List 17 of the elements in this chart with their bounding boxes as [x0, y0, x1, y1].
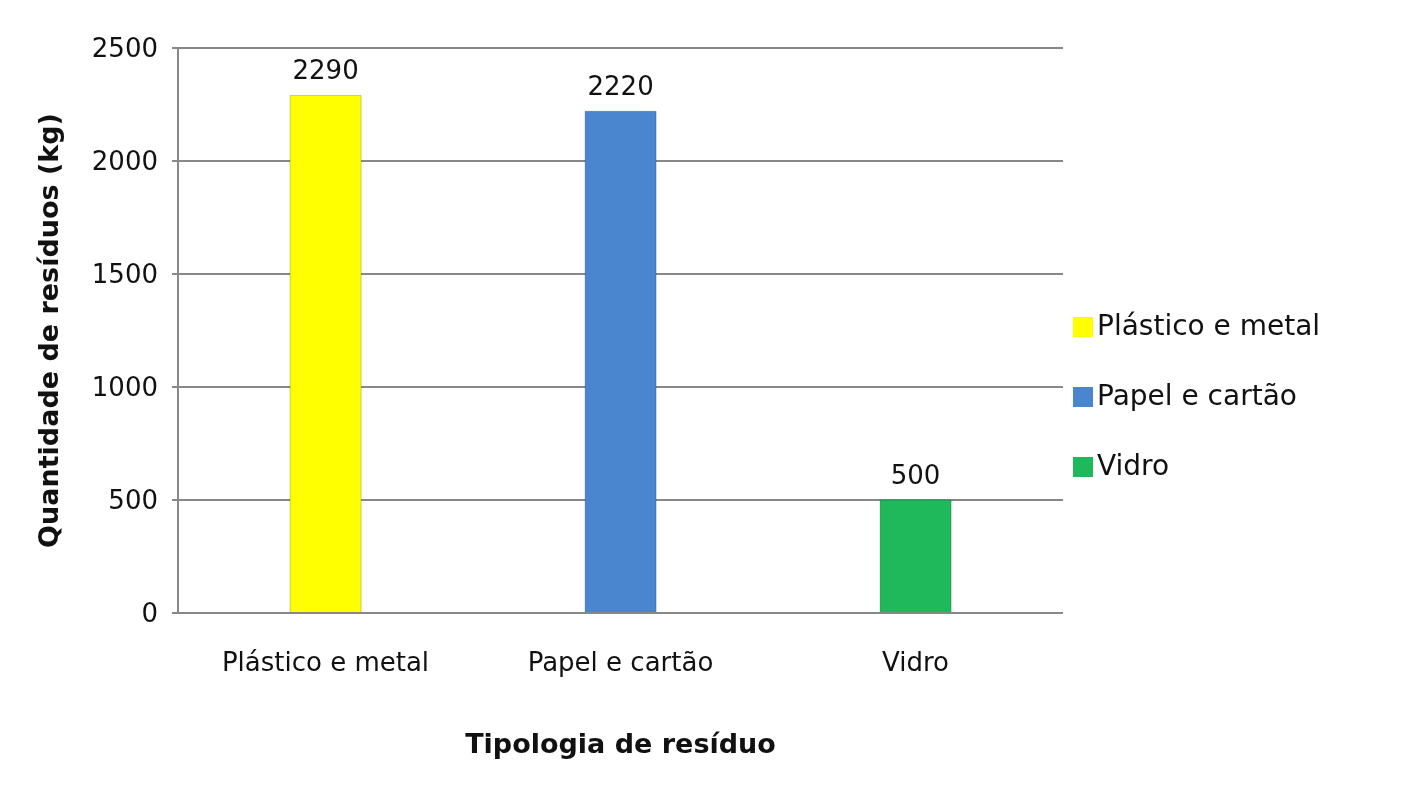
x-tick-label: Papel e cartão [527, 647, 714, 678]
legend-label: Plástico e metal [1097, 308, 1321, 342]
y-tick-label: 500 [108, 485, 158, 516]
x-axis-title: Tipologia de resíduo [465, 728, 776, 759]
y-tick-label: 1000 [91, 372, 158, 403]
x-tick-label: Vidro [882, 647, 949, 678]
y-axis-title: Quantidade de resíduos (kg) [32, 113, 64, 548]
legend-label: Vidro [1097, 448, 1170, 482]
y-tick-label: 2000 [91, 146, 158, 177]
legend-label: Papel e cartão [1097, 378, 1297, 412]
y-tick-label: 2500 [91, 33, 158, 64]
data-label: 2220 [587, 71, 654, 102]
x-tick-label: Plástico e metal [221, 647, 430, 678]
data-label: 2290 [292, 55, 359, 86]
y-tick-label: 1500 [91, 259, 158, 290]
y-tick-label: 0 [141, 598, 158, 629]
data-label: 500 [890, 460, 941, 490]
